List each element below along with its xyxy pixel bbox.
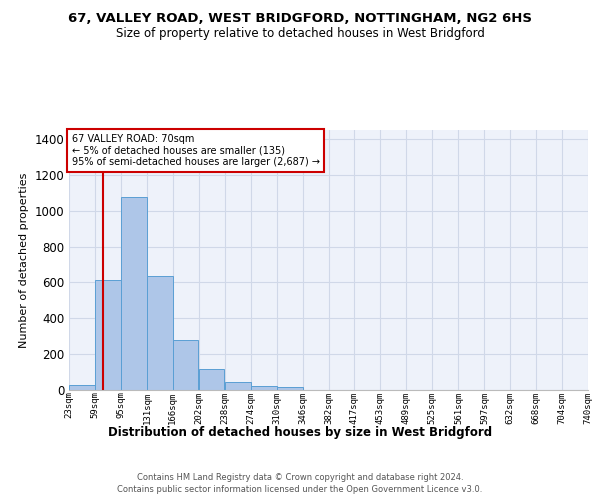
Text: 67 VALLEY ROAD: 70sqm
← 5% of detached houses are smaller (135)
95% of semi-deta: 67 VALLEY ROAD: 70sqm ← 5% of detached h… xyxy=(71,134,320,167)
Bar xyxy=(148,276,173,390)
Bar xyxy=(69,384,95,390)
Y-axis label: Number of detached properties: Number of detached properties xyxy=(19,172,29,348)
Bar xyxy=(199,370,224,390)
Bar xyxy=(95,280,121,390)
Bar xyxy=(121,197,147,390)
Bar xyxy=(225,382,251,390)
Text: Contains HM Land Registry data © Crown copyright and database right 2024.: Contains HM Land Registry data © Crown c… xyxy=(137,472,463,482)
Text: Distribution of detached houses by size in West Bridgford: Distribution of detached houses by size … xyxy=(108,426,492,439)
Text: Contains public sector information licensed under the Open Government Licence v3: Contains public sector information licen… xyxy=(118,485,482,494)
Text: 67, VALLEY ROAD, WEST BRIDGFORD, NOTTINGHAM, NG2 6HS: 67, VALLEY ROAD, WEST BRIDGFORD, NOTTING… xyxy=(68,12,532,26)
Bar xyxy=(277,388,302,390)
Text: Size of property relative to detached houses in West Bridgford: Size of property relative to detached ho… xyxy=(116,28,484,40)
Bar xyxy=(251,386,277,390)
Bar xyxy=(173,340,199,390)
